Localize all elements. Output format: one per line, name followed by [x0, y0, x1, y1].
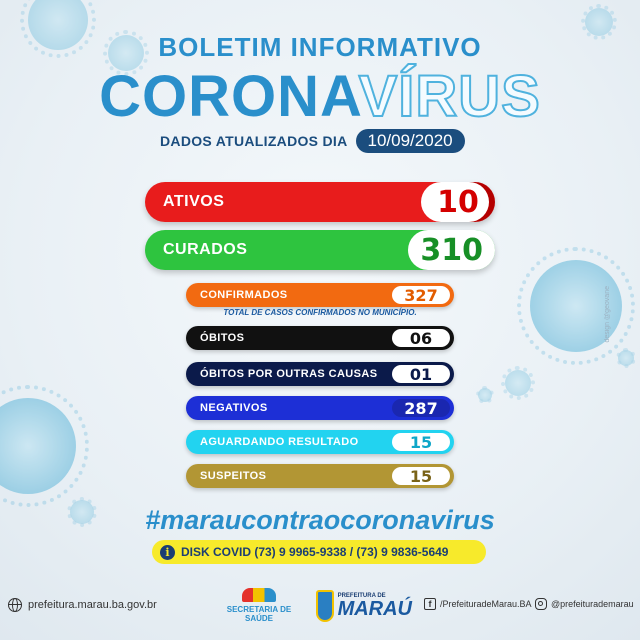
pref-logo-big: MARAÚ	[337, 598, 412, 620]
updated-date: 10/09/2020	[355, 129, 465, 153]
stat-aguardando-label: AGUARDANDO RESULTADO	[200, 436, 359, 448]
secretaria-saude-logo: SECRETARIA DE SAÚDE	[218, 588, 300, 626]
stat-negativos: NEGATIVOS 287	[186, 396, 454, 420]
virus-decoration	[615, 347, 637, 369]
prefeitura-logo: PREFEITURA DE MARAÚ	[316, 584, 412, 628]
stat-curados: CURADOS 310	[145, 230, 495, 270]
headline-part2: VÍRUS	[358, 63, 541, 130]
globe-icon	[8, 598, 22, 612]
stat-curados-label: CURADOS	[163, 241, 248, 258]
website-text: prefeitura.marau.ba.gov.br	[28, 599, 157, 611]
virus-decoration	[66, 496, 98, 528]
stat-obitos: ÓBITOS 06	[186, 326, 454, 350]
stat-suspeitos-label: SUSPEITOS	[200, 470, 267, 482]
disk-covid-text: DISK COVID (73) 9 9965-9338 / (73) 9 983…	[181, 545, 449, 559]
stat-negativos-label: NEGATIVOS	[200, 402, 268, 414]
headline-part1: CORONA	[99, 64, 359, 129]
stat-aguardando: AGUARDANDO RESULTADO 15	[186, 430, 454, 454]
pref-logo-small: PREFEITURA DE	[337, 593, 386, 599]
stat-ativos: ATIVOS 10	[145, 182, 495, 222]
stat-suspeitos-value: 15	[392, 467, 450, 486]
virus-decoration	[501, 366, 535, 400]
stat-aguardando-value: 15	[392, 433, 450, 452]
stat-obitos-outras: ÓBITOS POR OUTRAS CAUSAS 01	[186, 362, 454, 386]
facebook-icon: f	[424, 598, 436, 610]
stat-obitos-label: ÓBITOS	[200, 332, 245, 344]
instagram-icon	[535, 598, 547, 610]
saude-logo-mark	[242, 588, 276, 602]
bulletin-title: BOLETIM INFORMATIVO	[158, 32, 482, 62]
headline: CORONAVÍRUS	[0, 62, 640, 132]
updated-row: DADOS ATUALIZADOS DIA 10/09/2020	[160, 129, 465, 153]
stat-suspeitos: SUSPEITOS 15	[186, 464, 454, 488]
stat-ativos-value: 10	[421, 182, 495, 222]
footer: prefeitura.marau.ba.gov.br SECRETARIA DE…	[0, 582, 640, 632]
stat-confirmados: CONFIRMADOS 327	[186, 283, 454, 307]
stat-negativos-value: 287	[392, 399, 450, 418]
stat-curados-value: 310	[408, 230, 495, 270]
stat-confirmados-value: 327	[392, 286, 450, 305]
facebook-link[interactable]: f /PrefeituradeMarau.BA	[424, 598, 532, 610]
saude-logo-text-b: DE SAÚDE	[244, 605, 292, 623]
disk-covid-bar: i DISK COVID (73) 9 9965-9338 / (73) 9 9…	[152, 540, 486, 564]
saude-logo-text-a: SECRETARIA	[226, 605, 278, 614]
stat-ativos-label: ATIVOS	[163, 193, 225, 210]
saude-logo-text: SECRETARIA DE SAÚDE	[218, 605, 300, 623]
instagram-text: @prefeiturademarau	[551, 599, 634, 609]
hashtag: #maraucontraocoronavirus	[145, 505, 495, 535]
stat-obitos-value: 06	[392, 329, 450, 348]
virus-decoration	[102, 29, 150, 77]
stat-confirmados-label: CONFIRMADOS	[200, 289, 288, 301]
virus-decoration	[476, 386, 494, 404]
virus-decoration	[517, 247, 635, 365]
info-icon: i	[160, 544, 175, 560]
website-link[interactable]: prefeitura.marau.ba.gov.br	[8, 598, 157, 612]
instagram-link[interactable]: @prefeiturademarau	[535, 598, 634, 610]
design-credit: design @geovane	[604, 286, 611, 343]
confirmados-note: TOTAL DE CASOS CONFIRMADOS NO MUNICÍPIO.	[223, 308, 417, 317]
virus-decoration	[19, 0, 97, 59]
virus-decoration	[0, 384, 90, 508]
virus-decoration	[581, 4, 617, 40]
crest-icon	[316, 590, 334, 622]
stat-obitos-outras-label: ÓBITOS POR OUTRAS CAUSAS	[200, 368, 378, 380]
stat-obitos-outras-value: 01	[392, 365, 450, 384]
facebook-text: /PrefeituradeMarau.BA	[440, 599, 532, 609]
updated-label: DADOS ATUALIZADOS DIA	[160, 133, 348, 149]
